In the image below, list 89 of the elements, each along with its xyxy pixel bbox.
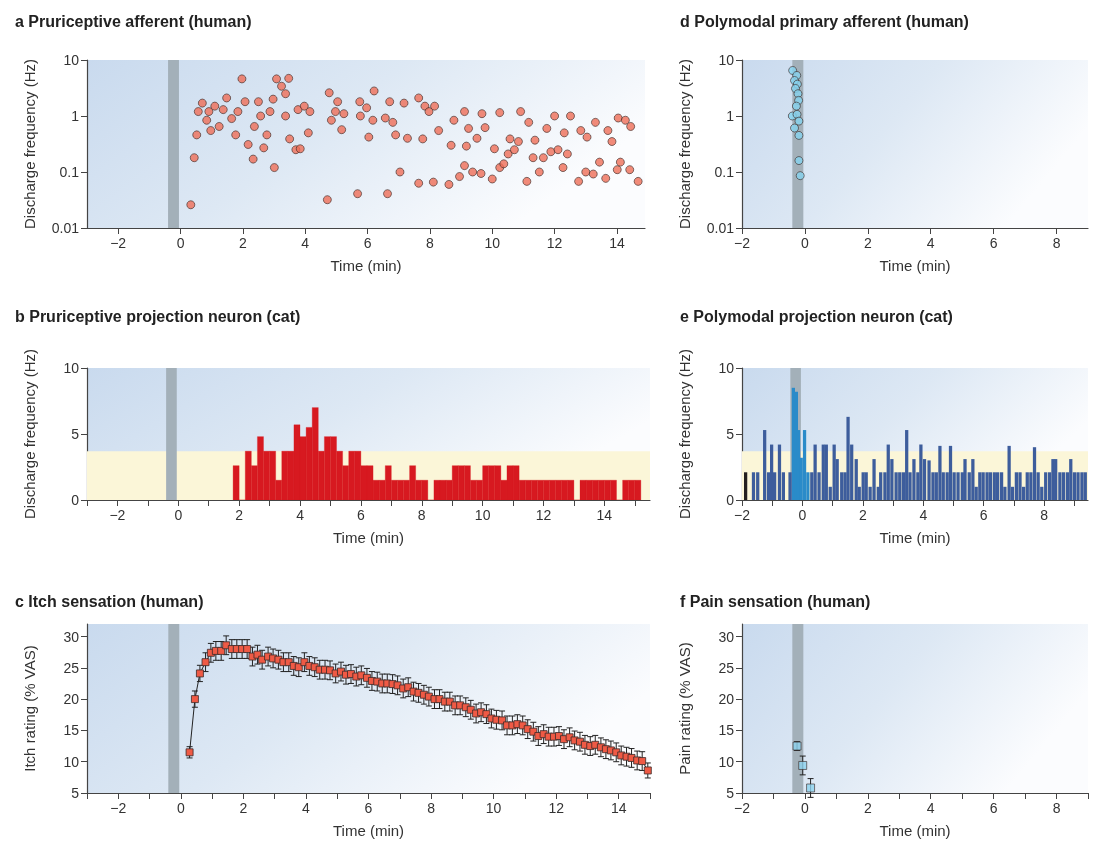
y-tick-label: 5: [726, 426, 735, 442]
x-tick-label: 0: [801, 800, 810, 816]
y-tick-label: 10: [63, 360, 80, 376]
x-axis-title: Time (min): [879, 257, 951, 274]
y-tick-label: 30: [63, 628, 80, 645]
y-tick-label: 10: [63, 52, 80, 68]
y-tick-label: 25: [718, 659, 735, 676]
x-tick-label: −2: [734, 507, 751, 523]
chart-title: e Polymodal projection neuron (cat): [680, 307, 953, 325]
x-tick-label: 0: [174, 507, 183, 523]
y-axis-title: Itch rating (% VAS): [21, 645, 38, 772]
x-tick-label: 4: [919, 507, 928, 523]
x-tick-label: 6: [363, 235, 372, 251]
y-tick-label: 0: [71, 492, 80, 508]
x-tick-label: 10: [484, 235, 501, 251]
x-tick-label: 4: [302, 800, 311, 816]
x-tick-label: 14: [596, 507, 613, 523]
x-tick-label: 8: [427, 800, 436, 816]
x-tick-label: 0: [798, 507, 807, 523]
x-tick-label: 6: [364, 800, 373, 816]
y-tick-label: 5: [71, 785, 80, 801]
x-tick-label: 12: [548, 800, 565, 816]
x-tick-label: 2: [238, 235, 247, 251]
x-tick-label: 2: [863, 235, 872, 251]
y-tick-label: 5: [71, 426, 80, 442]
x-tick-label: 6: [979, 507, 988, 523]
x-tick-label: −2: [734, 800, 751, 816]
chart-title: c Itch sensation (human): [15, 592, 204, 610]
x-tick-label: 10: [474, 507, 491, 523]
y-tick-label: 1: [71, 108, 80, 124]
x-tick-label: 6: [989, 800, 998, 816]
chart-title: b Pruriceptive projection neuron (cat): [15, 307, 301, 325]
y-tick-label: 5: [726, 785, 735, 801]
x-axis-title: Time (min): [879, 822, 951, 839]
x-tick-label: 0: [176, 800, 185, 816]
x-tick-label: 14: [610, 800, 627, 816]
x-axis-title: Time (min): [332, 822, 405, 839]
y-tick-label: 0: [726, 492, 735, 508]
x-tick-label: −2: [109, 507, 126, 523]
x-tick-label: 8: [1040, 507, 1049, 523]
x-tick-label: 8: [1052, 800, 1061, 816]
x-tick-label: 2: [239, 800, 248, 816]
x-tick-label: −2: [110, 800, 127, 816]
x-tick-label: 4: [296, 507, 305, 523]
y-tick-label: 0.01: [706, 220, 735, 236]
y-axis-title: Discharge frequency (Hz): [21, 58, 38, 230]
x-tick-label: 8: [417, 507, 426, 523]
chart-title: d Polymodal primary afferent (human): [680, 12, 969, 30]
y-axis-title: Discharge frequency (Hz): [676, 58, 693, 230]
x-tick-label: 2: [863, 800, 872, 816]
x-tick-label: 2: [858, 507, 867, 523]
x-tick-label: 12: [535, 507, 552, 523]
y-axis-title: Discharge frequency (Hz): [21, 348, 38, 520]
x-tick-label: 4: [926, 235, 935, 251]
x-tick-label: 0: [176, 235, 185, 251]
y-tick-label: 10: [718, 360, 735, 376]
y-tick-label: 15: [718, 722, 735, 739]
y-tick-label: 10: [718, 52, 735, 68]
x-tick-label: 12: [546, 235, 563, 251]
x-tick-label: −2: [110, 235, 127, 251]
x-axis-title: Time (min): [330, 257, 402, 274]
x-tick-label: −2: [734, 235, 751, 251]
x-tick-label: 2: [235, 507, 244, 523]
x-axis-title: Time (min): [879, 529, 951, 546]
y-tick-label: 15: [63, 722, 80, 739]
y-tick-label: 0.1: [714, 164, 735, 180]
y-tick-label: 20: [63, 691, 80, 708]
chart-title: a Pruriceptive afferent (human): [15, 12, 252, 30]
x-tick-label: 0: [801, 235, 810, 251]
x-tick-label: 4: [926, 800, 935, 816]
y-tick-label: 0.1: [59, 164, 80, 180]
x-tick-label: 6: [989, 235, 998, 251]
x-tick-label: 10: [485, 800, 502, 816]
y-tick-label: 25: [63, 659, 80, 676]
y-tick-label: 30: [718, 628, 735, 645]
y-tick-label: 10: [718, 753, 735, 770]
y-tick-label: 1: [726, 108, 735, 124]
x-tick-label: 8: [426, 235, 435, 251]
y-axis-title: Pain rating (% VAS): [676, 642, 693, 775]
y-tick-label: 0.01: [51, 220, 80, 236]
x-tick-label: 6: [356, 507, 365, 523]
x-tick-label: 14: [609, 235, 625, 251]
chart-title: f Pain sensation (human): [680, 592, 871, 610]
x-tick-label: 8: [1052, 235, 1061, 251]
y-axis-title: Discharge frequency (Hz): [676, 348, 693, 520]
y-tick-label: 20: [718, 691, 735, 708]
x-axis-title: Time (min): [332, 529, 405, 546]
x-tick-label: 4: [301, 235, 310, 251]
y-tick-label: 10: [63, 753, 80, 770]
